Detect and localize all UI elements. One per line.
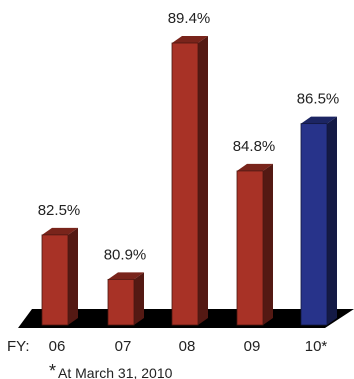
x-tick-labels-group: 06 07 08 09 10* [49, 338, 328, 355]
bar-09 [236, 163, 273, 326]
value-label: 86.5% [297, 91, 340, 108]
bar-06 [41, 227, 78, 326]
bar-front-face [41, 234, 69, 326]
value-label: 89.4% [168, 10, 211, 27]
footnote-marker: * [49, 361, 56, 379]
value-label: 80.9% [104, 246, 147, 263]
bar-side-face [68, 227, 78, 325]
bar-side-face [198, 36, 208, 325]
value-labels-group: 82.5% 80.9% 89.4% 84.8% 86.5% [38, 10, 340, 263]
x-tick-label: 06 [49, 338, 66, 355]
fy-prefix-label: FY: [7, 338, 30, 355]
bar-top-face [108, 272, 144, 280]
bar-side-face [327, 116, 337, 325]
bar-front-face [236, 170, 264, 326]
bar-front-face [171, 42, 199, 326]
bar-08 [171, 36, 208, 326]
x-tick-label: 08 [179, 338, 196, 355]
x-tick-label: 07 [115, 338, 132, 355]
bar-07 [107, 272, 144, 326]
x-tick-label: 10* [305, 338, 328, 355]
bar-top-face [42, 227, 78, 235]
bar-front-face [300, 123, 328, 326]
bar-10 [300, 116, 337, 326]
bar-top-face [237, 163, 273, 171]
bar-front-face [107, 278, 135, 326]
x-tick-label: 09 [244, 338, 261, 355]
value-label: 84.8% [233, 138, 276, 155]
footnote-text: At March 31, 2010 [58, 365, 173, 379]
value-label: 82.5% [38, 202, 81, 219]
bar-side-face [134, 272, 144, 325]
bar-top-face [172, 36, 208, 43]
bar-top-face [301, 116, 337, 124]
bar-side-face [263, 163, 273, 325]
bars-group [41, 36, 337, 326]
